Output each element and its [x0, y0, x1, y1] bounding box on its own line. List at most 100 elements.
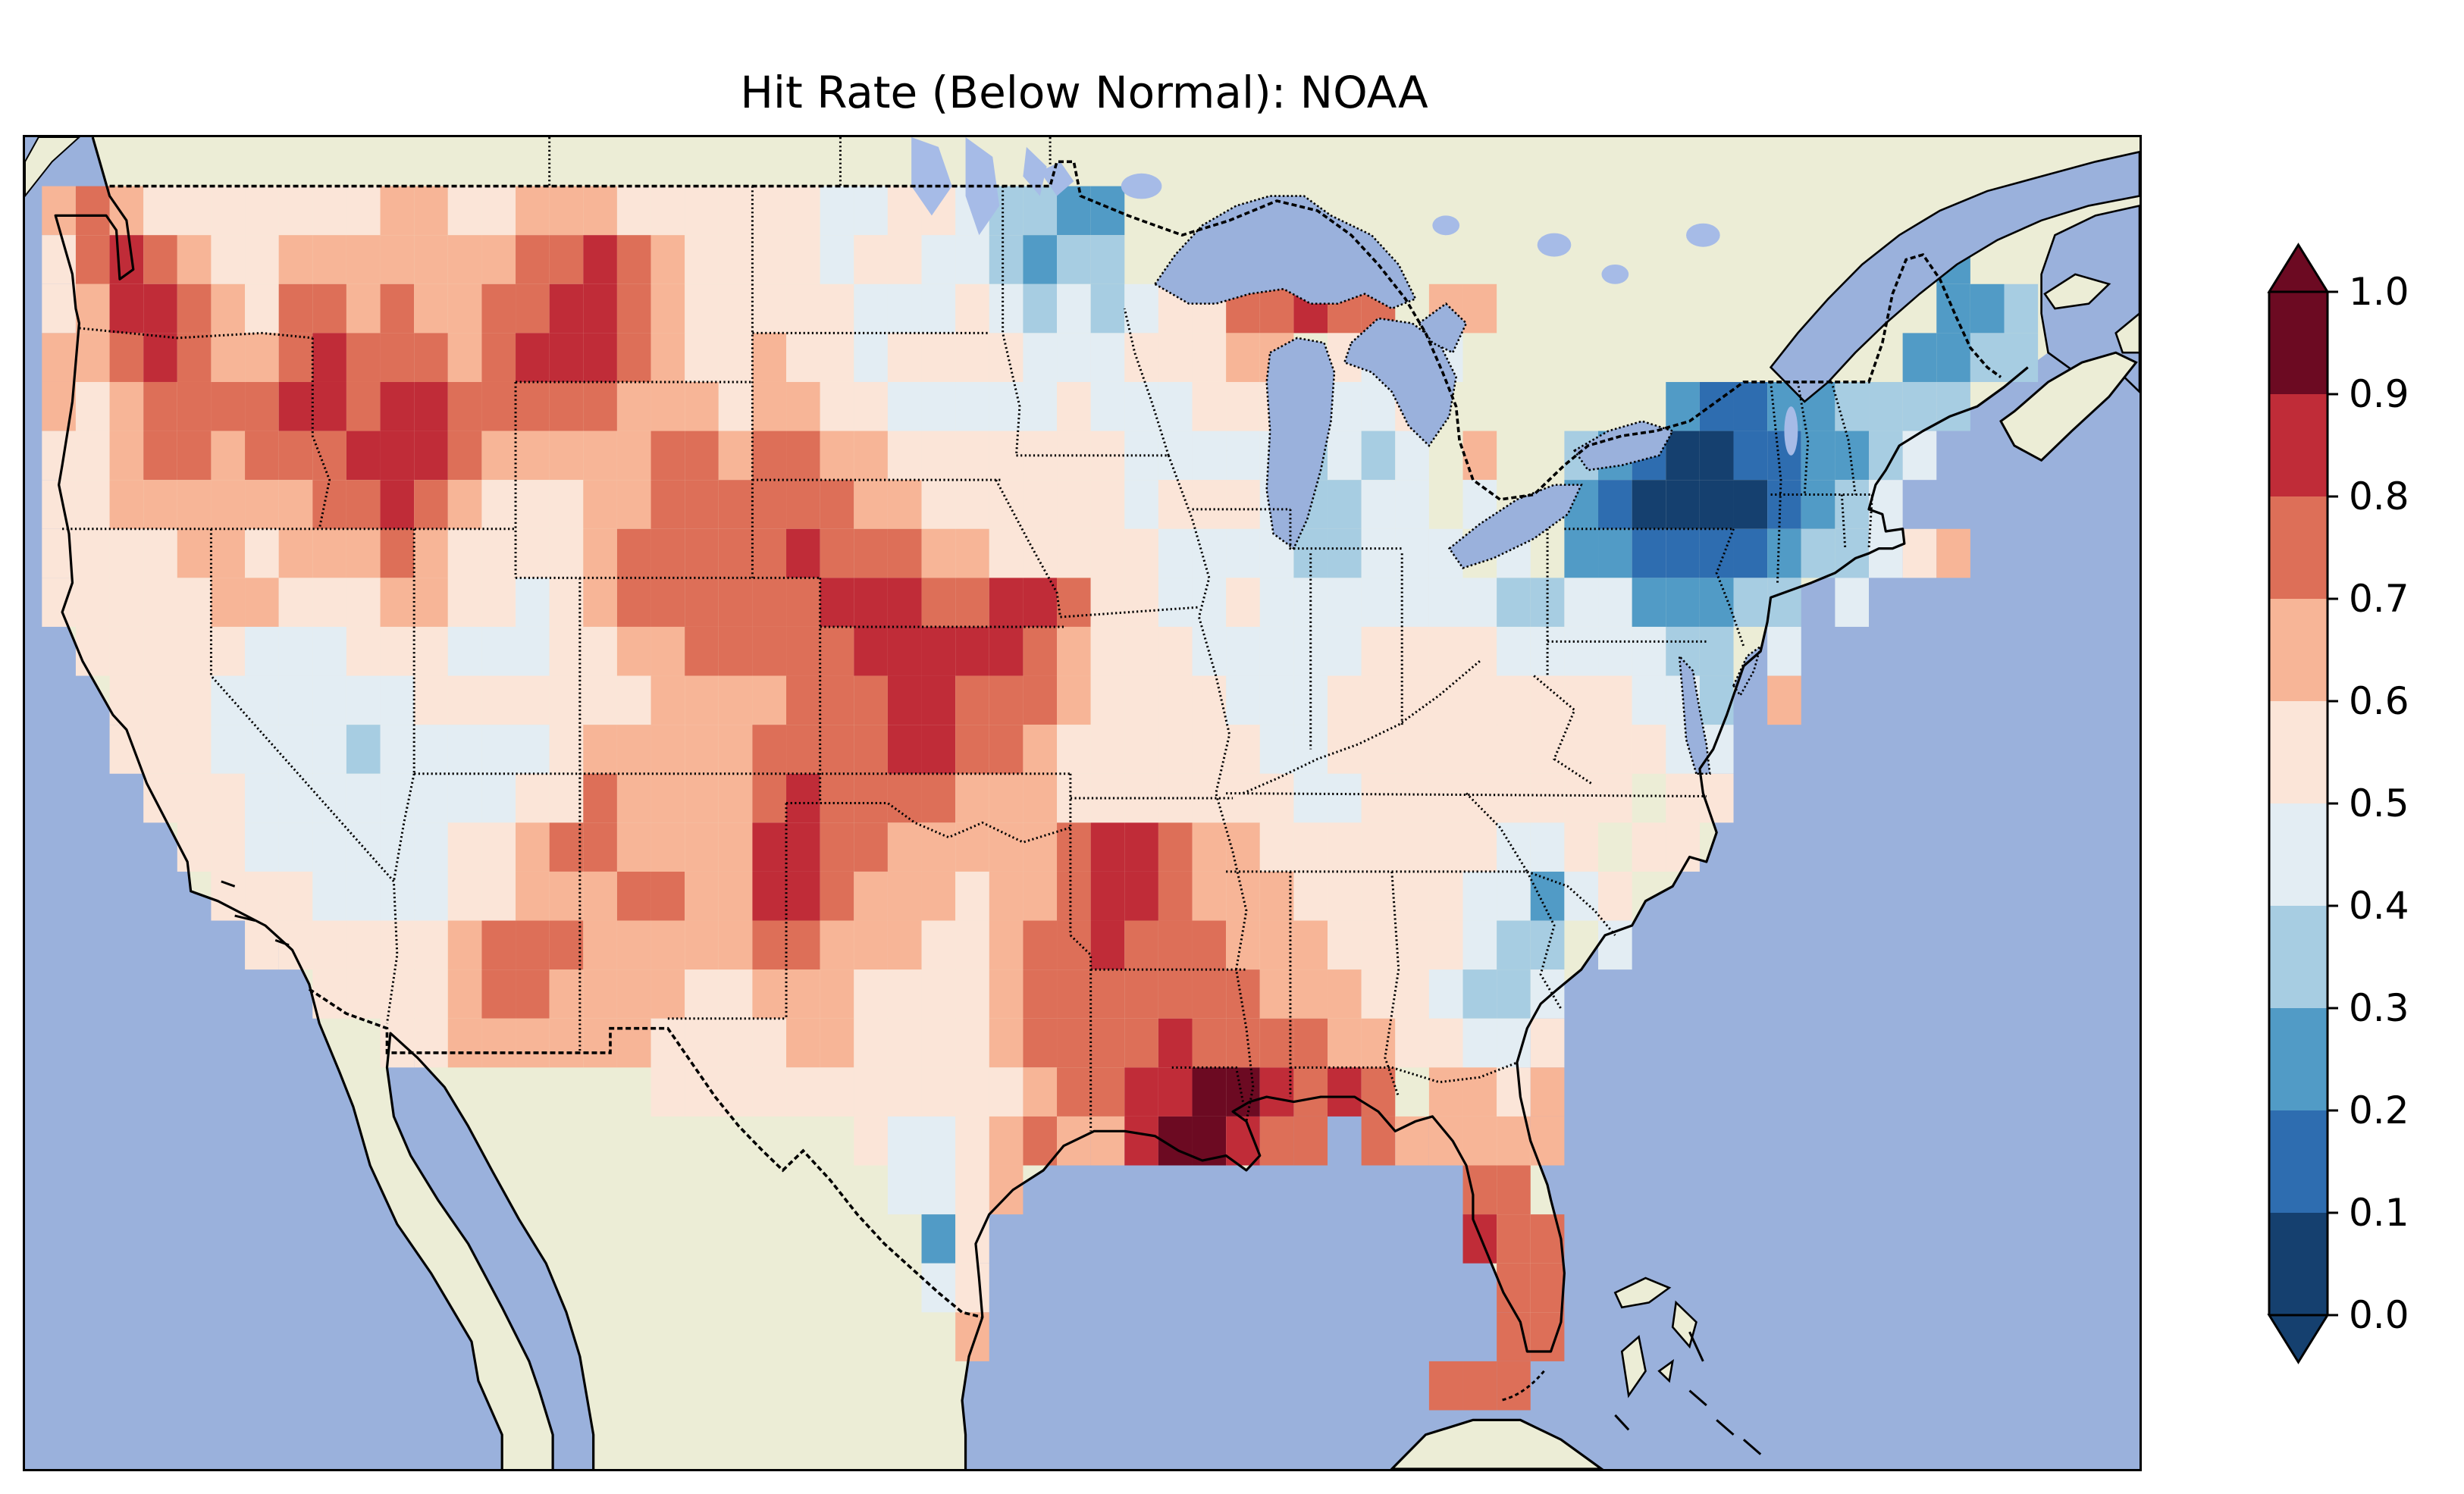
grid-cell [211, 283, 246, 334]
grid-cell [1293, 1116, 1328, 1166]
grid-cell [1733, 528, 1768, 578]
grid-cell [1497, 626, 1531, 676]
grid-cell [1462, 283, 1497, 334]
grid-cell [989, 578, 1024, 627]
grid-cell [278, 725, 313, 774]
grid-cell [1395, 822, 1429, 872]
grid-cell [650, 626, 685, 676]
grid-cell [718, 283, 753, 334]
grid-cell [1124, 871, 1158, 921]
grid-cell [143, 675, 177, 725]
grid-cell [887, 871, 922, 921]
grid-cell [1902, 381, 1937, 431]
grid-cell [516, 1018, 550, 1068]
grid-cell [1530, 675, 1565, 725]
grid-cell [516, 381, 550, 431]
grid-cell [752, 235, 787, 284]
channel-islands [275, 940, 289, 944]
grid-cell [685, 480, 719, 529]
grid-cell [955, 675, 989, 725]
grid-cell [1259, 822, 1294, 872]
grid-cell [685, 431, 719, 481]
grid-cell [1462, 773, 1497, 823]
grid-cell [718, 431, 753, 481]
grid-cell [211, 186, 246, 236]
grid-cell [481, 480, 516, 529]
grid-cell [1124, 480, 1158, 529]
grid-cell [211, 578, 246, 627]
grid-cell [752, 381, 787, 431]
chesapeake-bay [1679, 656, 1710, 774]
grid-cell [1497, 1018, 1531, 1068]
grid-cell [1226, 725, 1260, 774]
grid-cell [685, 871, 719, 921]
coastline [387, 1033, 593, 1469]
colorbar-tick-label: 0.9 [2349, 372, 2409, 416]
grid-cell [650, 186, 685, 236]
grid-cell [143, 725, 177, 774]
grid-cell [1361, 920, 1396, 970]
grid-cell [549, 381, 584, 431]
grid-cell [447, 578, 482, 627]
grid-cell [583, 333, 617, 382]
grid-cell [921, 626, 956, 676]
grid-cell [1023, 920, 1058, 970]
grid-cell [447, 871, 482, 921]
grid-cell [718, 725, 753, 774]
colorbar-bin [2269, 599, 2328, 702]
grid-cell [1462, 578, 1497, 627]
grid-cell [650, 431, 685, 481]
grid-cell [177, 626, 212, 676]
grid-cell [650, 822, 685, 872]
grid-cell [616, 381, 651, 431]
grid-cell [211, 773, 246, 823]
lake-superior [1155, 196, 1415, 309]
grid-cell [516, 969, 550, 1019]
grid-cell [752, 186, 787, 236]
colorbar-bin [2269, 906, 2328, 1009]
grid-cell [718, 1067, 753, 1117]
grid-cell [1226, 431, 1260, 481]
grid-cell [42, 431, 76, 481]
grid-cell [887, 1067, 922, 1117]
grid-cell [1497, 1312, 1531, 1361]
grid-cell [481, 822, 516, 872]
grid-cell [380, 969, 415, 1019]
grid-cell [1293, 969, 1328, 1019]
grid-cell [820, 333, 854, 382]
state-border [996, 480, 1061, 617]
grid-cell [1023, 822, 1058, 872]
grid-cell [1428, 920, 1463, 970]
grid-cell [989, 822, 1024, 872]
grid-cell [346, 283, 381, 334]
grid-cell [1361, 381, 1396, 431]
grid-cell [1090, 822, 1125, 872]
grid-cell [346, 333, 381, 382]
grid-cell [1090, 725, 1125, 774]
grid-cell [177, 283, 212, 334]
grid-cell [1124, 1067, 1158, 1117]
grid-cell [1023, 1018, 1058, 1068]
us-mexico-border [309, 989, 983, 1317]
grid-cell [583, 528, 617, 578]
grid-cell [718, 480, 753, 529]
grid-cell [1124, 626, 1158, 676]
grid-cell [989, 675, 1024, 725]
grid-cell [1767, 578, 1801, 627]
grid-cell [1192, 822, 1227, 872]
grid-cell [1328, 1018, 1362, 1068]
grid-cell [1090, 186, 1125, 236]
grid-cell [414, 626, 448, 676]
grid-cell [75, 186, 110, 236]
grid-cell [1497, 920, 1531, 970]
grid-cell [1192, 381, 1227, 431]
grid-cell [245, 675, 279, 725]
grid-cell [583, 773, 617, 823]
grid-cell [177, 431, 212, 481]
grid-cell [143, 480, 177, 529]
grid-cell [921, 1018, 956, 1068]
grid-cell [1462, 822, 1497, 872]
grid-cell [1057, 480, 1091, 529]
grid-cell [955, 431, 989, 481]
grid-cell [1361, 528, 1396, 578]
